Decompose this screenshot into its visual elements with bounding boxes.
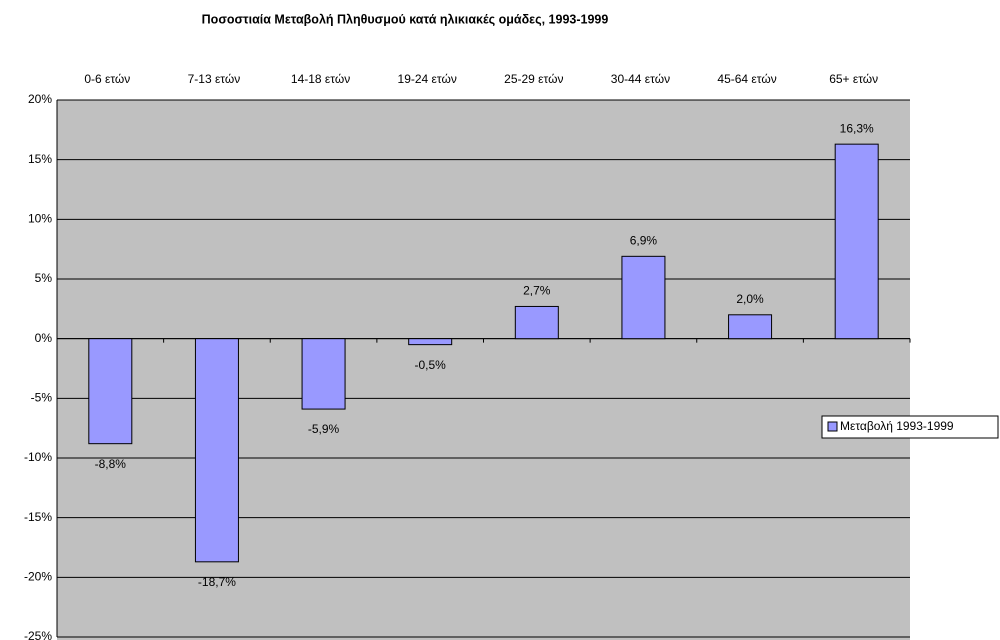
y-tick-label: -10% — [24, 450, 52, 464]
bar — [834, 143, 879, 340]
legend-box — [821, 415, 999, 439]
data-label: 16,3% — [840, 121, 874, 135]
x-tick-label: 7-13 ετών — [188, 72, 241, 86]
x-tick-label: 30-44 ετών — [611, 72, 670, 86]
legend-label: Μεταβολή 1993-1999 — [840, 419, 954, 433]
y-tick-label: 0% — [35, 331, 53, 345]
y-tick-label: -15% — [24, 510, 52, 524]
x-tick-label: 19-24 ετών — [398, 72, 457, 86]
data-label: 2,7% — [523, 284, 551, 298]
y-tick-label: 10% — [28, 212, 52, 226]
data-label: 6,9% — [630, 233, 658, 247]
x-tick-label: 25-29 ετών — [504, 72, 563, 86]
data-label: -5,9% — [308, 422, 340, 436]
y-tick-label: 20% — [28, 92, 52, 106]
bar — [728, 314, 773, 340]
x-tick-label: 14-18 ετών — [291, 72, 350, 86]
legend-swatch — [827, 421, 838, 432]
y-tick-label: 15% — [28, 152, 52, 166]
bar — [621, 255, 666, 340]
bar — [301, 338, 346, 410]
y-tick-label: -25% — [24, 629, 52, 640]
data-label: -0,5% — [415, 358, 447, 372]
chart-title: Ποσοστιαία Μεταβολή Πληθυσμού κατά ηλικι… — [202, 12, 609, 26]
x-tick-label: 0-6 ετών — [84, 72, 130, 86]
data-label: 2,0% — [736, 292, 764, 306]
bar — [514, 305, 559, 340]
y-tick-label: 5% — [35, 271, 53, 285]
bar — [408, 338, 453, 346]
x-tick-label: 45-64 ετών — [717, 72, 776, 86]
y-tick-label: -5% — [31, 391, 53, 405]
plot-area — [57, 100, 910, 640]
bar — [88, 338, 133, 445]
x-tick-label: 65+ ετών — [829, 72, 878, 86]
data-label: -8,8% — [95, 457, 127, 471]
bar — [194, 338, 239, 563]
data-label: -18,7% — [198, 575, 236, 589]
y-tick-label: -20% — [24, 570, 52, 584]
